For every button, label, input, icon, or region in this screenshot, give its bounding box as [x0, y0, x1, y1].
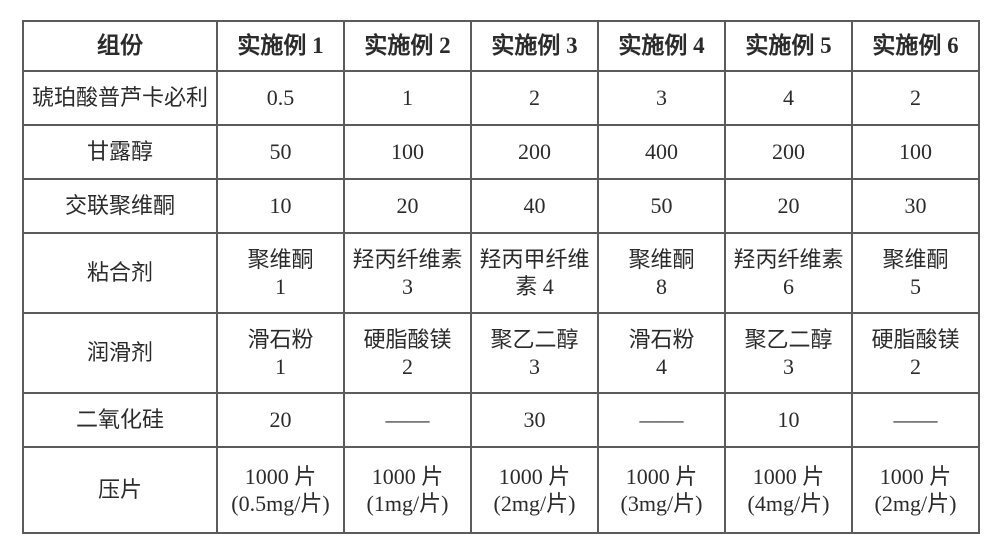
cell: 10 [725, 393, 852, 447]
row-label: 粘合剂 [23, 233, 217, 313]
table-container: 组份 实施例 1 实施例 2 实施例 3 实施例 4 实施例 5 实施例 6 琥… [0, 0, 1000, 544]
row-label: 压片 [23, 447, 217, 533]
cell: 100 [344, 125, 471, 179]
cell: 200 [725, 125, 852, 179]
table-row: 琥珀酸普芦卡必利 0.5 1 2 3 4 2 [23, 71, 979, 125]
table-body: 琥珀酸普芦卡必利 0.5 1 2 3 4 2 甘露醇 50 100 200 40… [23, 71, 979, 533]
cell: 100 [852, 125, 979, 179]
row-label: 甘露醇 [23, 125, 217, 179]
col-header: 实施例 6 [852, 21, 979, 71]
cell: 1000 片 (1mg/片) [344, 447, 471, 533]
table-row: 粘合剂 聚维酮 1 羟丙纤维素 3 羟丙甲纤维 素 4 聚维酮 8 羟丙纤维素 … [23, 233, 979, 313]
col-header: 实施例 5 [725, 21, 852, 71]
cell: 1000 片 (3mg/片) [598, 447, 725, 533]
cell: 羟丙纤维素 3 [344, 233, 471, 313]
col-header: 组份 [23, 21, 217, 71]
cell: —— [598, 393, 725, 447]
cell: 50 [598, 179, 725, 233]
cell: —— [344, 393, 471, 447]
table-row: 压片 1000 片 (0.5mg/片) 1000 片 (1mg/片) 1000 … [23, 447, 979, 533]
cell: 聚维酮 1 [217, 233, 344, 313]
cell: 10 [217, 179, 344, 233]
table-row: 二氧化硅 20 —— 30 —— 10 —— [23, 393, 979, 447]
row-label: 交联聚维酮 [23, 179, 217, 233]
cell: 20 [725, 179, 852, 233]
cell: 2 [471, 71, 598, 125]
table-row: 甘露醇 50 100 200 400 200 100 [23, 125, 979, 179]
cell: 0.5 [217, 71, 344, 125]
table-row: 润滑剂 滑石粉 1 硬脂酸镁 2 聚乙二醇 3 滑石粉 4 聚乙二醇 3 硬脂酸… [23, 313, 979, 393]
composition-table: 组份 实施例 1 实施例 2 实施例 3 实施例 4 实施例 5 实施例 6 琥… [22, 20, 980, 534]
cell: 滑石粉 4 [598, 313, 725, 393]
cell: 400 [598, 125, 725, 179]
table-row: 交联聚维酮 10 20 40 50 20 30 [23, 179, 979, 233]
cell: 200 [471, 125, 598, 179]
cell: 2 [852, 71, 979, 125]
cell: 硬脂酸镁 2 [852, 313, 979, 393]
col-header: 实施例 2 [344, 21, 471, 71]
cell: 滑石粉 1 [217, 313, 344, 393]
cell: 30 [471, 393, 598, 447]
cell: 50 [217, 125, 344, 179]
cell: —— [852, 393, 979, 447]
cell: 1000 片 (0.5mg/片) [217, 447, 344, 533]
cell: 20 [344, 179, 471, 233]
cell: 1 [344, 71, 471, 125]
cell: 40 [471, 179, 598, 233]
cell: 1000 片 (2mg/片) [852, 447, 979, 533]
cell: 聚维酮 8 [598, 233, 725, 313]
col-header: 实施例 3 [471, 21, 598, 71]
row-label: 琥珀酸普芦卡必利 [23, 71, 217, 125]
cell: 聚维酮 5 [852, 233, 979, 313]
cell: 聚乙二醇 3 [471, 313, 598, 393]
cell: 4 [725, 71, 852, 125]
cell: 3 [598, 71, 725, 125]
cell: 1000 片 (4mg/片) [725, 447, 852, 533]
cell: 硬脂酸镁 2 [344, 313, 471, 393]
cell: 1000 片 (2mg/片) [471, 447, 598, 533]
col-header: 实施例 1 [217, 21, 344, 71]
cell: 30 [852, 179, 979, 233]
cell: 20 [217, 393, 344, 447]
col-header: 实施例 4 [598, 21, 725, 71]
header-row: 组份 实施例 1 实施例 2 实施例 3 实施例 4 实施例 5 实施例 6 [23, 21, 979, 71]
cell: 聚乙二醇 3 [725, 313, 852, 393]
cell: 羟丙纤维素 6 [725, 233, 852, 313]
row-label: 润滑剂 [23, 313, 217, 393]
row-label: 二氧化硅 [23, 393, 217, 447]
cell: 羟丙甲纤维 素 4 [471, 233, 598, 313]
